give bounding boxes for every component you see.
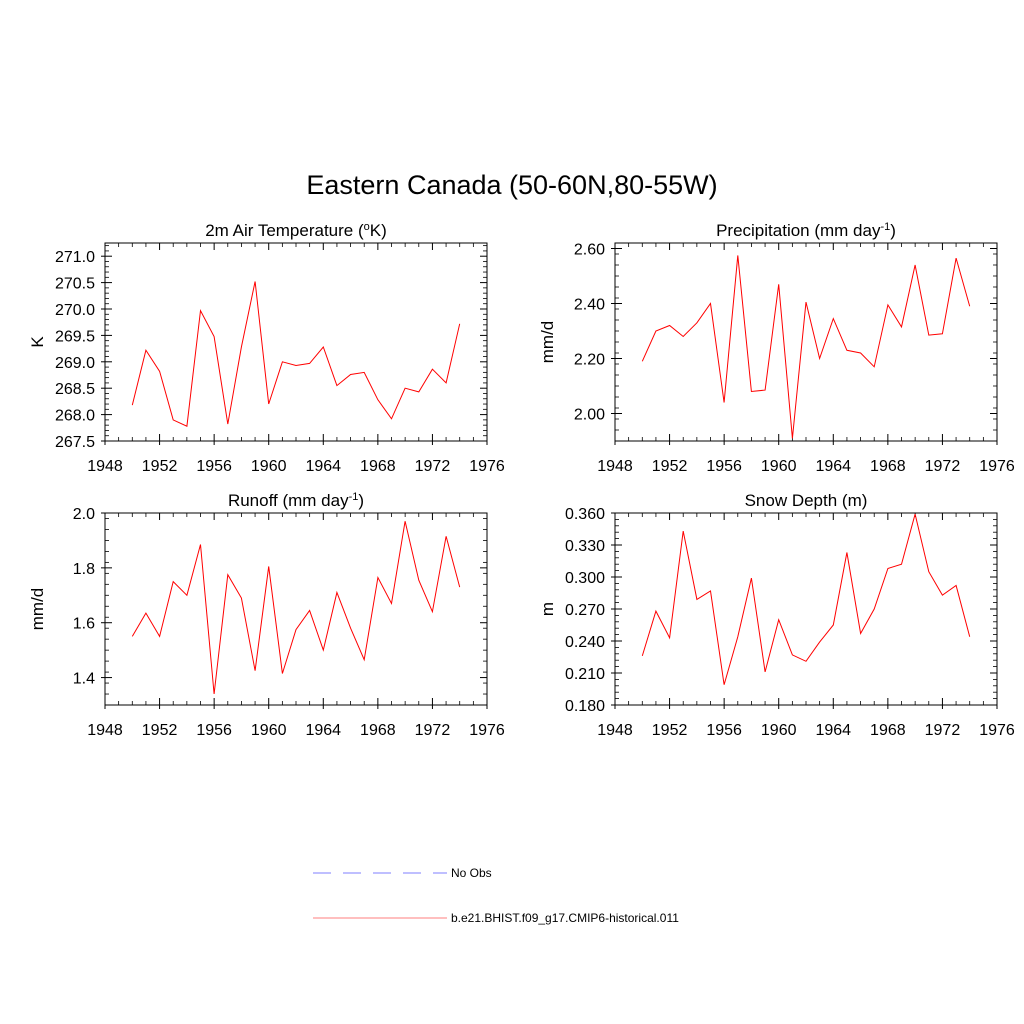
x-tick-label: 1976	[979, 722, 1015, 739]
x-tick-label: 1948	[597, 722, 633, 739]
plot-frame	[614, 242, 998, 442]
series-line	[131, 521, 461, 695]
x-tick-label: 1964	[815, 722, 851, 739]
page-title: Eastern Canada (50-60N,80-55W)	[306, 170, 718, 200]
y-tick-label: 1.4	[73, 671, 95, 688]
panel-title: Precipitation (mm day-1)	[716, 221, 896, 240]
y-tick-label: 0.270	[565, 602, 605, 619]
x-tick-label: 1948	[597, 458, 633, 475]
y-tick-label: 268.0	[55, 408, 95, 425]
y-tick-label: 0.210	[565, 666, 605, 683]
y-tick-label: 1.6	[73, 616, 95, 633]
y-tick-label: 0.360	[565, 506, 605, 523]
panel-title: Runoff (mm day-1)	[228, 491, 364, 510]
x-tick-label: 1956	[706, 722, 742, 739]
y-tick-label: 2.40	[574, 297, 605, 314]
x-tick-label: 1952	[652, 722, 688, 739]
x-tick-label: 1968	[870, 722, 906, 739]
panel-temperature: 2m Air Temperature (oK) K 1948 1952 1956 1960…	[28, 221, 505, 475]
panel-title-sup: -1	[349, 491, 359, 503]
panel-title-tail: K)	[370, 221, 387, 240]
series-line	[131, 281, 461, 427]
plot-frame	[614, 512, 998, 706]
y-tick-label: 270.5	[55, 276, 95, 293]
x-tick-label: 1964	[305, 458, 341, 475]
series-line	[641, 255, 971, 439]
x-tick-label: 1956	[196, 722, 232, 739]
y-tick-label: 2.60	[574, 242, 605, 259]
x-tick-label: 1956	[196, 458, 232, 475]
panel-runoff: Runoff (mm day-1) mm/d 1948 1952 1956 1960 196…	[28, 491, 505, 739]
x-tick-label: 1960	[761, 722, 797, 739]
x-tick-label: 1972	[925, 458, 961, 475]
panel-title-tail: )	[358, 491, 364, 510]
panel-title: 2m Air Temperature (oK)	[205, 221, 387, 240]
y-tick-label: 271.0	[55, 249, 95, 266]
plot-frame	[104, 512, 488, 706]
y-tick-label: 269.0	[55, 355, 95, 372]
x-tick-label: 1968	[870, 458, 906, 475]
panel-title-tail: )	[890, 221, 896, 240]
x-tick-label: 1948	[87, 458, 123, 475]
y-tick-label: 0.300	[565, 570, 605, 587]
series-line	[641, 513, 971, 685]
x-tick-label: 1952	[142, 458, 178, 475]
x-tick-label: 1976	[469, 458, 505, 475]
x-tick-label: 1948	[87, 722, 123, 739]
y-tick-label: 0.180	[565, 698, 605, 715]
panel-title-main: Runoff (mm day	[228, 491, 349, 510]
y-tick-label: 2.0	[73, 506, 95, 523]
x-tick-label: 1960	[761, 458, 797, 475]
y-tick-label: 269.5	[55, 328, 95, 345]
x-tick-label: 1972	[415, 458, 451, 475]
x-tick-label: 1960	[251, 458, 287, 475]
x-tick-label: 1964	[305, 722, 341, 739]
y-axis-label: mm/d	[28, 588, 47, 631]
y-tick-label: 268.5	[55, 381, 95, 398]
y-tick-label: 0.330	[565, 538, 605, 555]
y-axis-label: m	[538, 602, 557, 616]
x-tick-label: 1952	[652, 458, 688, 475]
panel-precipitation: Precipitation (mm day-1) mm/d 1948 1952 1956…	[538, 221, 1015, 475]
panel-snow-depth: Snow Depth (m) m 1948 1952 1956 1960 1964 1968 1…	[538, 491, 1015, 739]
y-tick-label: 267.5	[55, 434, 95, 451]
panel-title-main: Snow Depth (m)	[745, 491, 868, 510]
panel-title: Snow Depth (m)	[745, 491, 868, 510]
panel-title-sup: -1	[880, 221, 890, 233]
x-tick-label: 1960	[251, 722, 287, 739]
x-tick-label: 1964	[815, 458, 851, 475]
plot-frame	[104, 242, 488, 442]
y-tick-label: 2.00	[574, 407, 605, 424]
y-tick-label: 0.240	[565, 634, 605, 651]
x-tick-label: 1976	[469, 722, 505, 739]
x-tick-label: 1972	[415, 722, 451, 739]
x-tick-label: 1968	[360, 722, 396, 739]
panel-title-main: 2m Air Temperature (	[205, 221, 364, 240]
y-tick-label: 2.20	[574, 352, 605, 369]
y-tick-label: 270.0	[55, 302, 95, 319]
y-axis-label: mm/d	[538, 321, 557, 364]
y-tick-label: 1.8	[73, 561, 95, 578]
x-tick-label: 1952	[142, 722, 178, 739]
y-axis-label: K	[28, 336, 47, 348]
x-tick-label: 1976	[979, 458, 1015, 475]
x-tick-label: 1972	[925, 722, 961, 739]
x-tick-label: 1968	[360, 458, 396, 475]
panel-title-sup: o	[364, 221, 370, 233]
panel-title-main: Precipitation (mm day	[716, 221, 881, 240]
x-tick-label: 1956	[706, 458, 742, 475]
